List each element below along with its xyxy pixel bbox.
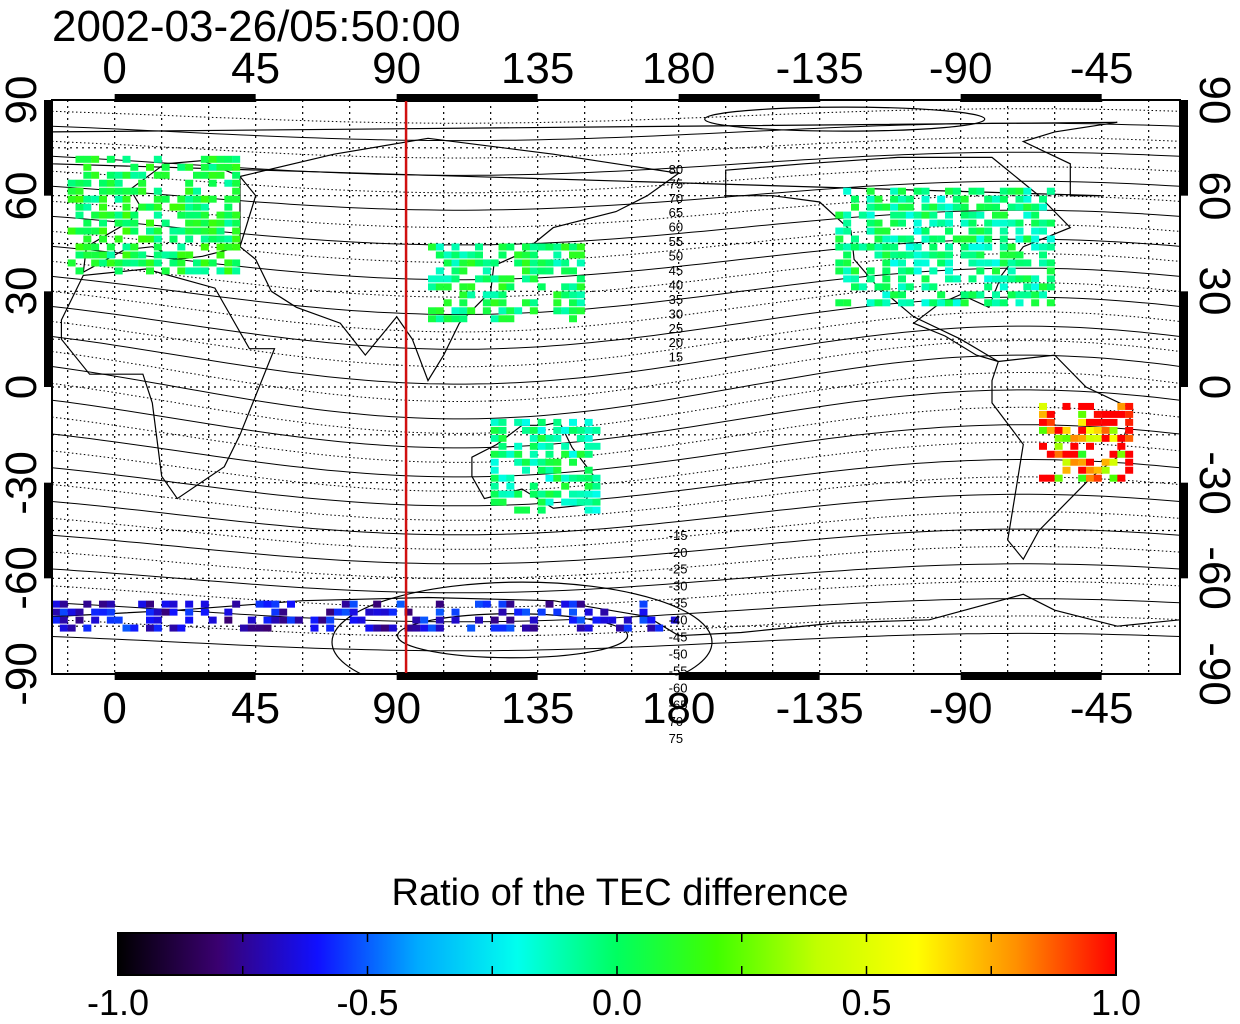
contour-label: 45: [669, 263, 683, 278]
top-ticks-label: 0: [102, 44, 127, 93]
top-ticks-label: 135: [500, 44, 575, 93]
contour-label: 55: [669, 234, 683, 249]
contour-label: -50: [669, 646, 688, 661]
contour-label: 80: [669, 162, 683, 177]
bot-ticks-label: -135: [775, 684, 864, 733]
bot-ticks-label: 45: [231, 684, 281, 733]
top-ticks-label: 45: [231, 44, 281, 93]
top-ticks-label: -90: [928, 44, 993, 93]
contour-label: -30: [669, 579, 688, 594]
contour-label: 30: [669, 306, 683, 321]
contour-label: 50: [669, 249, 683, 264]
contour-label: -45: [669, 630, 688, 645]
top-ticks-label: -135: [775, 44, 864, 93]
colorbar-label: 1.0: [1090, 982, 1142, 1023]
contour-label: -60: [669, 680, 688, 695]
map-frame: [51, 99, 1181, 675]
contour-label: -20: [669, 545, 688, 560]
colorbar-ticks: [117, 933, 1117, 975]
contour-label: 40: [669, 277, 683, 292]
contour-label: 65: [669, 205, 683, 220]
contour-label: 35: [669, 292, 683, 307]
colorbar-label: 0.0: [591, 982, 643, 1023]
contour-labels: 8075706560555045403530252015-15-20-25-30…: [669, 162, 688, 746]
contour-label: 60: [669, 220, 683, 235]
contour-label: 70: [669, 714, 683, 729]
contour-label: 70: [669, 191, 683, 206]
top-ticks-label: 90: [372, 44, 422, 93]
top-ticks-label: -45: [1069, 44, 1134, 93]
contour-label: -35: [669, 596, 688, 611]
contour-label: -65: [669, 697, 688, 712]
bot-ticks-label: 135: [500, 684, 575, 733]
contour-label: 25: [669, 321, 683, 336]
bot-ticks-label: -45: [1069, 684, 1134, 733]
contour-label: -55: [669, 663, 688, 678]
colorbar-label: 0.5: [841, 982, 892, 1023]
contour-lines: [52, 106, 1180, 674]
contour-label: 75: [669, 176, 683, 191]
top-ticks-label: 180: [641, 44, 716, 93]
contour-label: 75: [669, 731, 683, 746]
bot-ticks-label: 90: [372, 684, 422, 733]
bot-ticks-label: -90: [928, 684, 993, 733]
map-title: 2002-03-26/05:50:00: [52, 2, 461, 51]
contour-label: 20: [669, 335, 683, 350]
colorbar-title: Ratio of the TEC difference: [391, 872, 849, 914]
contour-label: -15: [669, 528, 688, 543]
bot-ticks-label: 0: [102, 684, 127, 733]
contour-label: 15: [669, 350, 683, 365]
colorbar-label: -0.5: [336, 982, 399, 1023]
axis-tick-bars: [44, 94, 1188, 680]
tec-data-cells: [52, 155, 1134, 632]
contour-label: -40: [669, 613, 688, 628]
map-grid: [52, 100, 1180, 674]
colorbar-label: -1.0: [86, 982, 150, 1023]
bot-ticks-label: 180: [641, 684, 716, 733]
contour-label: -25: [669, 562, 688, 577]
